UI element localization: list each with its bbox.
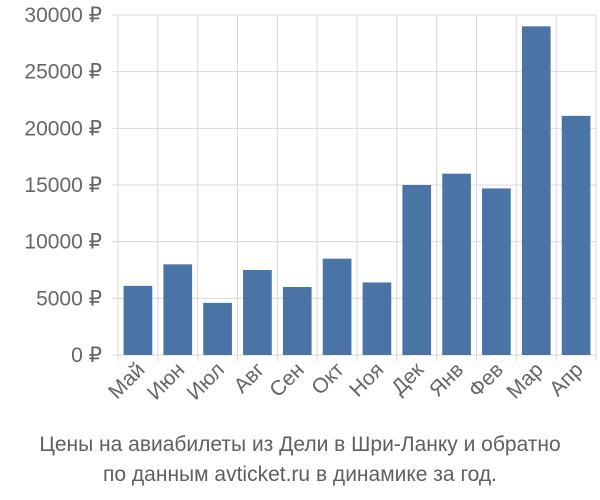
bar — [243, 270, 272, 355]
x-tick-label: Окт — [307, 358, 349, 400]
y-tick-label: 15000 ₽ — [24, 174, 102, 197]
y-tick-label: 25000 ₽ — [24, 61, 102, 84]
bar — [282, 287, 312, 355]
bar — [442, 173, 471, 355]
y-tick-label: 10000 ₽ — [24, 231, 102, 254]
bar — [521, 26, 551, 355]
x-tick-label: Сен — [265, 358, 308, 401]
y-tick-label: 20000 ₽ — [24, 117, 102, 140]
y-tick-label: 30000 ₽ — [24, 4, 102, 27]
y-tick-label: 0 ₽ — [71, 344, 102, 367]
grid-lines — [112, 14, 597, 361]
x-tick-label: Дек — [387, 358, 429, 400]
bar — [482, 188, 511, 355]
x-tick-label: Ноя — [345, 358, 388, 401]
price-bar-chart: 0 ₽ 5000 ₽ 10000 ₽ 15000 ₽ 20000 ₽ 25000 ₽ 300… — [24, 4, 597, 405]
y-tick-label: 5000 ₽ — [36, 287, 102, 310]
bar — [322, 258, 352, 355]
x-tick-label: Авг — [229, 358, 269, 398]
x-tick-label: Фев — [464, 358, 508, 402]
y-axis-ticks: 0 ₽ 5000 ₽ 10000 ₽ 15000 ₽ 20000 ₽ 25000 ₽ 300… — [24, 4, 102, 367]
bar — [123, 285, 153, 355]
x-tick-label: Июн — [143, 358, 189, 404]
x-tick-label: Июл — [183, 358, 229, 404]
x-tick-label: Мар — [502, 358, 547, 403]
chart-caption: Цены на авиабилеты из Дели в Шри-Ланку и… — [0, 430, 600, 490]
caption-line-2: по данным avticket.ru в динамике за год. — [103, 463, 497, 486]
bar — [203, 302, 232, 355]
bar — [561, 115, 591, 355]
x-tick-label: Янв — [425, 358, 468, 401]
bar — [362, 282, 392, 355]
bars — [123, 26, 591, 355]
bar — [163, 264, 193, 355]
bar — [402, 185, 432, 355]
caption-line-1: Цены на авиабилеты из Дели в Шри-Ланку и… — [39, 433, 561, 456]
x-tick-label: Май — [104, 358, 149, 403]
x-tick-label: Апр — [545, 358, 587, 400]
